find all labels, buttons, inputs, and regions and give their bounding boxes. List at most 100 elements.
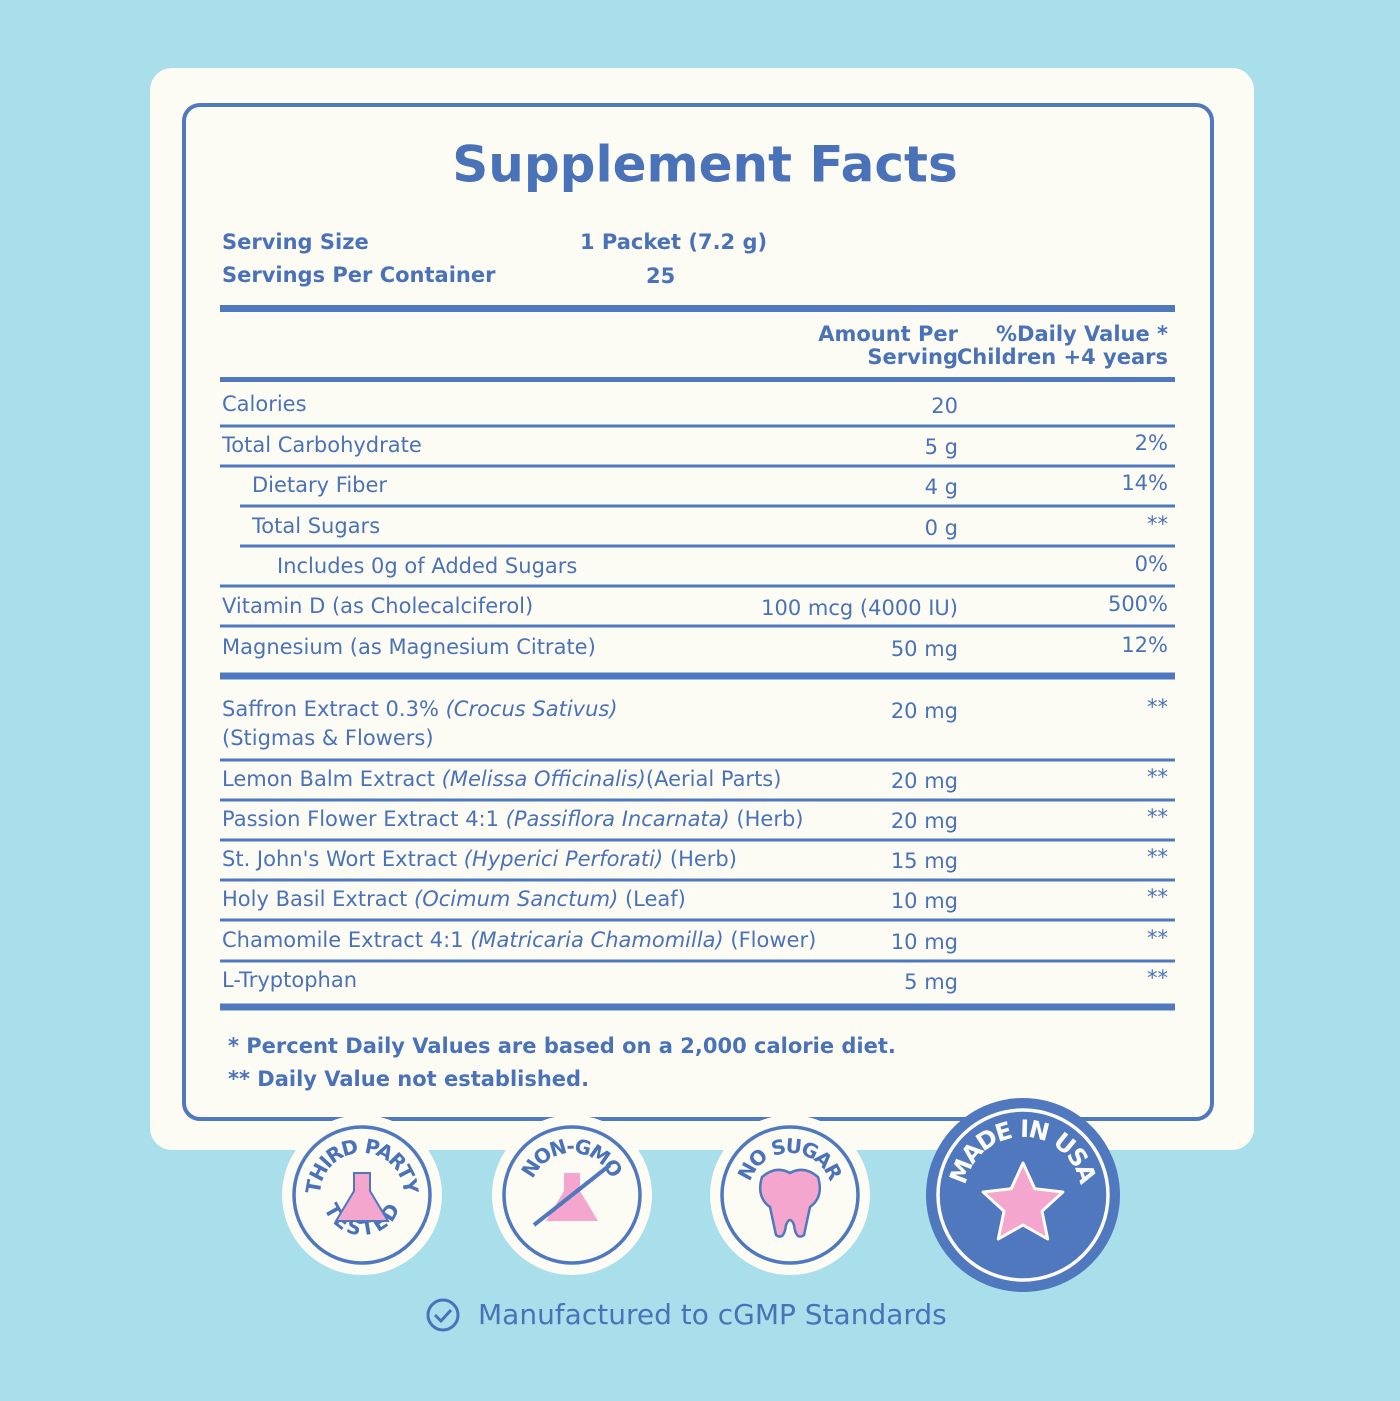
amount: 50 mg bbox=[891, 637, 958, 661]
divider bbox=[220, 838, 1175, 842]
row-name: L-Tryptophan bbox=[222, 968, 357, 992]
name: Holy Basil Extract bbox=[222, 887, 414, 911]
strike bbox=[532, 1163, 612, 1227]
name: St. John's Wort Extract bbox=[222, 847, 464, 871]
name: Includes 0g of Added Sugars bbox=[277, 554, 577, 578]
dv-header: Children +4 years bbox=[957, 345, 1168, 369]
servings-label: Servings Per Container bbox=[222, 263, 496, 287]
divider bbox=[220, 584, 1175, 588]
name: Dietary Fiber bbox=[252, 473, 387, 497]
latin-name: (Melissa Officinalis) bbox=[442, 767, 646, 791]
daily-value: 2% bbox=[1135, 431, 1168, 455]
divider bbox=[220, 672, 1175, 680]
part: (Herb) bbox=[663, 847, 737, 871]
amount: 20 mg bbox=[891, 699, 958, 723]
divider bbox=[240, 544, 1175, 548]
name: Lemon Balm Extract bbox=[222, 767, 442, 791]
row-name: Vitamin D (as Cholecalciferol) bbox=[222, 594, 533, 618]
amount: 4 g bbox=[925, 475, 958, 499]
serving-size-label: Serving Size bbox=[222, 230, 369, 254]
row-name: Calories bbox=[222, 392, 307, 416]
title: Supplement Facts bbox=[452, 136, 957, 194]
amount: 10 mg bbox=[891, 889, 958, 913]
label-border bbox=[182, 103, 1214, 1121]
daily-value: ** bbox=[1147, 805, 1168, 829]
dv-header: %Daily Value * bbox=[996, 322, 1168, 346]
daily-value: 500% bbox=[1108, 592, 1168, 616]
row-name: Magnesium (as Magnesium Citrate) bbox=[222, 635, 596, 659]
amount: 20 mg bbox=[891, 769, 958, 793]
divider bbox=[220, 798, 1175, 802]
row-name: Total Carbohydrate bbox=[221, 433, 422, 457]
amount-header: Serving bbox=[867, 345, 958, 369]
footer: Manufactured to cGMP Standards bbox=[478, 1298, 947, 1331]
part: (Leaf) bbox=[618, 887, 686, 911]
name: Passion Flower Extract 4:1 bbox=[222, 807, 506, 831]
daily-value: ** bbox=[1147, 885, 1168, 909]
part: (Herb) bbox=[730, 807, 804, 831]
daily-value: ** bbox=[1147, 765, 1168, 789]
name: Total Sugars bbox=[251, 514, 380, 538]
latin-name: (Ocimum Sanctum) bbox=[414, 887, 618, 911]
divider bbox=[220, 305, 1175, 312]
row-name: St. John's Wort Extract (Hyperici Perfor… bbox=[222, 847, 737, 871]
daily-value: 12% bbox=[1121, 633, 1168, 657]
badge-ring bbox=[720, 1125, 860, 1265]
daily-value: 0% bbox=[1135, 552, 1168, 576]
row-name: Passion Flower Extract 4:1 (Passiflora I… bbox=[222, 807, 803, 831]
footnote: ** Daily Value not established. bbox=[228, 1067, 589, 1091]
divider bbox=[220, 424, 1175, 428]
divider bbox=[240, 504, 1175, 508]
name: Total Carbohydrate bbox=[221, 433, 422, 457]
amount: 20 mg bbox=[891, 809, 958, 833]
latin-name: (Matricaria Chamomilla) bbox=[470, 928, 723, 952]
name: L-Tryptophan bbox=[222, 968, 357, 992]
divider bbox=[220, 624, 1175, 628]
footnote: * Percent Daily Values are based on a 2,… bbox=[228, 1034, 896, 1058]
row-name: Lemon Balm Extract (Melissa Officinalis)… bbox=[222, 767, 781, 791]
divider bbox=[220, 1003, 1175, 1011]
row-name: Saffron Extract 0.3% (Crocus Sativus) bbox=[222, 697, 618, 721]
amount: 0 g bbox=[925, 516, 958, 540]
badge-ring bbox=[292, 1125, 432, 1265]
flask-icon bbox=[334, 1172, 390, 1222]
serving-size-value: 1 Packet (7.2 g) bbox=[580, 230, 767, 254]
part: (Flower) bbox=[724, 928, 817, 952]
row-name: Dietary Fiber bbox=[252, 473, 387, 497]
tooth-icon bbox=[759, 1168, 821, 1238]
row-name: Holy Basil Extract (Ocimum Sanctum) (Lea… bbox=[222, 887, 686, 911]
divider bbox=[220, 959, 1175, 963]
name: Magnesium (as Magnesium Citrate) bbox=[222, 635, 596, 659]
daily-value: ** bbox=[1147, 695, 1168, 719]
amount-header: Amount Per bbox=[818, 322, 958, 346]
amount: 5 g bbox=[925, 435, 958, 459]
divider bbox=[220, 377, 1175, 382]
name: Chamomile Extract 4:1 bbox=[222, 928, 470, 952]
amount: 5 mg bbox=[904, 970, 958, 994]
badge-ring bbox=[502, 1125, 642, 1265]
amount: 15 mg bbox=[891, 849, 958, 873]
row-name: Chamomile Extract 4:1 (Matricaria Chamom… bbox=[222, 928, 816, 952]
row-name: Total Sugars bbox=[251, 514, 380, 538]
divider bbox=[220, 878, 1175, 882]
divider bbox=[220, 758, 1175, 762]
name: Vitamin D (as Cholecalciferol) bbox=[222, 594, 533, 618]
row-name: Includes 0g of Added Sugars bbox=[277, 554, 577, 578]
star-icon bbox=[981, 1161, 1065, 1241]
part: (Aerial Parts) bbox=[646, 767, 782, 791]
daily-value: ** bbox=[1147, 512, 1168, 536]
latin-name: (Hyperici Perforati) bbox=[464, 847, 663, 871]
amount: 100 mcg (4000 IU) bbox=[761, 596, 958, 620]
latin-name: (Passiflora Incarnata) bbox=[506, 807, 730, 831]
row-part: (Stigmas & Flowers) bbox=[222, 726, 434, 750]
daily-value: 14% bbox=[1121, 471, 1168, 495]
rows: Calories 20 Total Carbohydrate 5 g 2% Dietary… bbox=[220, 392, 1175, 1011]
amount: 10 mg bbox=[891, 930, 958, 954]
divider bbox=[220, 918, 1175, 922]
latin-name: (Crocus Sativus) bbox=[446, 697, 618, 721]
amount: 20 bbox=[931, 394, 958, 418]
badge-ring bbox=[936, 1108, 1110, 1282]
name: Calories bbox=[222, 392, 307, 416]
check-icon bbox=[433, 1308, 453, 1324]
